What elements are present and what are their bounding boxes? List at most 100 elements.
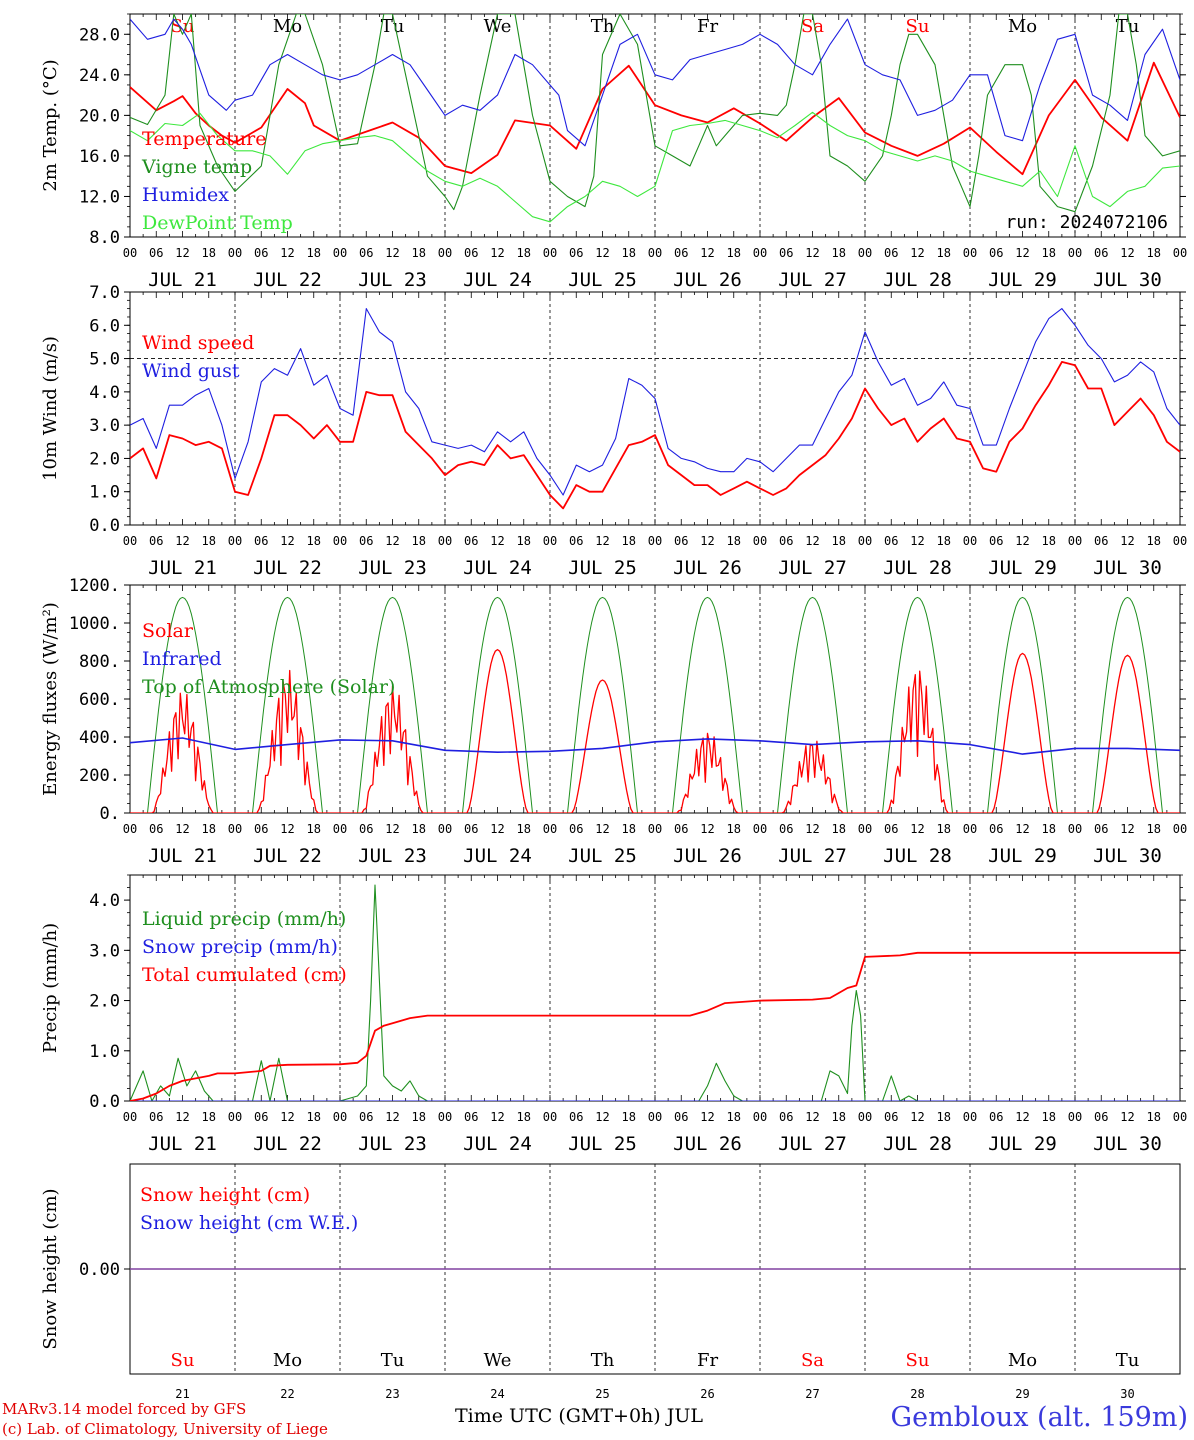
y-tick-label: 400.	[79, 728, 120, 748]
x-hour-label: 06	[149, 534, 163, 548]
x-hour-label: 00	[1173, 1110, 1187, 1124]
legend-entry: Wind gust	[142, 360, 240, 382]
x-hour-label: 00	[1068, 246, 1082, 260]
x-hour-label: 12	[175, 822, 189, 836]
x-hour-label: 12	[280, 1110, 294, 1124]
x-hour-label: 06	[359, 246, 373, 260]
legend-entry: Liquid precip (mm/h)	[142, 908, 346, 930]
x-date-label: JUL 21	[148, 269, 217, 291]
x-hour-label: 00	[648, 534, 662, 548]
x-hour-label: 06	[674, 822, 688, 836]
weekday-label: Mo	[273, 16, 302, 37]
x-date-label: JUL 21	[148, 557, 217, 579]
x-hour-label: 00	[438, 822, 452, 836]
x-hour-label: 06	[464, 534, 478, 548]
x-hour-label: 00	[438, 246, 452, 260]
x-hour-label: 18	[517, 534, 531, 548]
x-date-label: JUL 29	[988, 557, 1057, 579]
x-date-label: JUL 29	[988, 269, 1057, 291]
x-date-label: JUL 22	[253, 845, 322, 867]
x-hour-label: 18	[727, 534, 741, 548]
x-hour-label: 00	[123, 1110, 137, 1124]
x-hour-label: 12	[1120, 246, 1134, 260]
x-hour-label: 12	[490, 534, 504, 548]
panel-1: 8.0 12.0 16.0 20.0 24.0 28.0 2m Temp. (°C) 00 06…	[40, 13, 1187, 291]
weekday-label: Th	[591, 1350, 615, 1371]
solar-line	[550, 679, 655, 813]
x-hour-label: 12	[280, 822, 294, 836]
x-date-label: JUL 22	[253, 557, 322, 579]
y-tick-label: 0.0	[89, 516, 120, 536]
x-date-label: JUL 24	[463, 1133, 532, 1155]
x-hour-label: 18	[727, 246, 741, 260]
x-hour-label: 06	[569, 1110, 583, 1124]
x-hour-label: 06	[884, 534, 898, 548]
y-tick-label: 24.0	[79, 66, 120, 86]
weekday-label: Tu	[1116, 16, 1140, 37]
y-tick-label: 0.	[100, 804, 120, 824]
x-hour-label: 00	[228, 534, 242, 548]
weekday-label: Mo	[1008, 1350, 1037, 1371]
solar-line	[1075, 654, 1180, 813]
y-axis-label: 2m Temp. (°C)	[40, 59, 61, 191]
day-number-label: 24	[490, 1387, 504, 1401]
x-date-label: JUL 24	[463, 269, 532, 291]
panel-5: 0.00 Snow height (cm) Su Mo Tu We Th Fr Sa Su Mo Tu…	[40, 1163, 1186, 1401]
x-hour-label: 18	[1147, 822, 1161, 836]
x-hour-label: 00	[333, 534, 347, 548]
x-hour-label: 18	[622, 822, 636, 836]
x-date-label: JUL 27	[778, 269, 847, 291]
x-date-label: JUL 26	[673, 557, 742, 579]
x-date-label: JUL 28	[883, 269, 952, 291]
legend-entry: Total cumulated (cm)	[142, 964, 347, 986]
x-hour-label: 00	[963, 1110, 977, 1124]
x-hour-label: 12	[1015, 534, 1029, 548]
toa-solar-line	[655, 596, 760, 813]
x-hour-label: 18	[937, 1110, 951, 1124]
x-hour-label: 00	[858, 822, 872, 836]
x-hour-label: 18	[1042, 1110, 1056, 1124]
x-hour-label: 00	[333, 1110, 347, 1124]
x-hour-label: 18	[1042, 246, 1056, 260]
y-tick-label: 2.0	[89, 449, 120, 469]
day-number-label: 26	[700, 1387, 714, 1401]
x-hour-label: 12	[595, 1110, 609, 1124]
x-date-label: JUL 23	[358, 1133, 427, 1155]
solar-line	[235, 669, 340, 813]
x-hour-label: 00	[543, 534, 557, 548]
x-hour-label: 12	[700, 246, 714, 260]
x-date-label: JUL 30	[1093, 557, 1162, 579]
x-hour-label: 12	[910, 534, 924, 548]
panel-4: 0.0 1.0 2.0 3.0 4.0 Precip (mm/h) 00 06 12 18 JUL …	[40, 874, 1187, 1155]
x-hour-label: 12	[385, 822, 399, 836]
x-hour-label: 06	[359, 822, 373, 836]
legend-entry: Snow height (cm W.E.)	[140, 1212, 358, 1234]
x-hour-label: 18	[412, 822, 426, 836]
x-hour-label: 00	[228, 1110, 242, 1124]
weekday-label: Mo	[1008, 16, 1037, 37]
x-hour-label: 00	[1173, 822, 1187, 836]
day-number-label: 30	[1120, 1387, 1134, 1401]
x-hour-label: 18	[832, 246, 846, 260]
y-tick-label: 3.0	[89, 941, 120, 961]
x-hour-label: 06	[254, 822, 268, 836]
x-hour-label: 18	[307, 246, 321, 260]
y-tick-label: 6.0	[89, 316, 120, 336]
x-hour-label: 00	[1173, 534, 1187, 548]
x-hour-label: 00	[753, 1110, 767, 1124]
x-hour-label: 00	[648, 1110, 662, 1124]
solar-line	[865, 670, 970, 813]
y-tick-label: 1.0	[89, 1042, 120, 1062]
x-hour-label: 00	[753, 246, 767, 260]
x-hour-label: 12	[805, 246, 819, 260]
legend-entry: Snow precip (mm/h)	[142, 936, 338, 958]
x-hour-label: 06	[779, 246, 793, 260]
toa-solar-line	[550, 596, 655, 813]
x-hour-label: 06	[674, 246, 688, 260]
x-hour-label: 06	[1094, 822, 1108, 836]
model-credit: MARv3.14 model forced by GFS	[2, 1400, 247, 1418]
weekday-label: Th	[591, 16, 615, 37]
x-hour-label: 12	[910, 1110, 924, 1124]
x-date-label: JUL 29	[988, 1133, 1057, 1155]
x-hour-label: 18	[832, 822, 846, 836]
